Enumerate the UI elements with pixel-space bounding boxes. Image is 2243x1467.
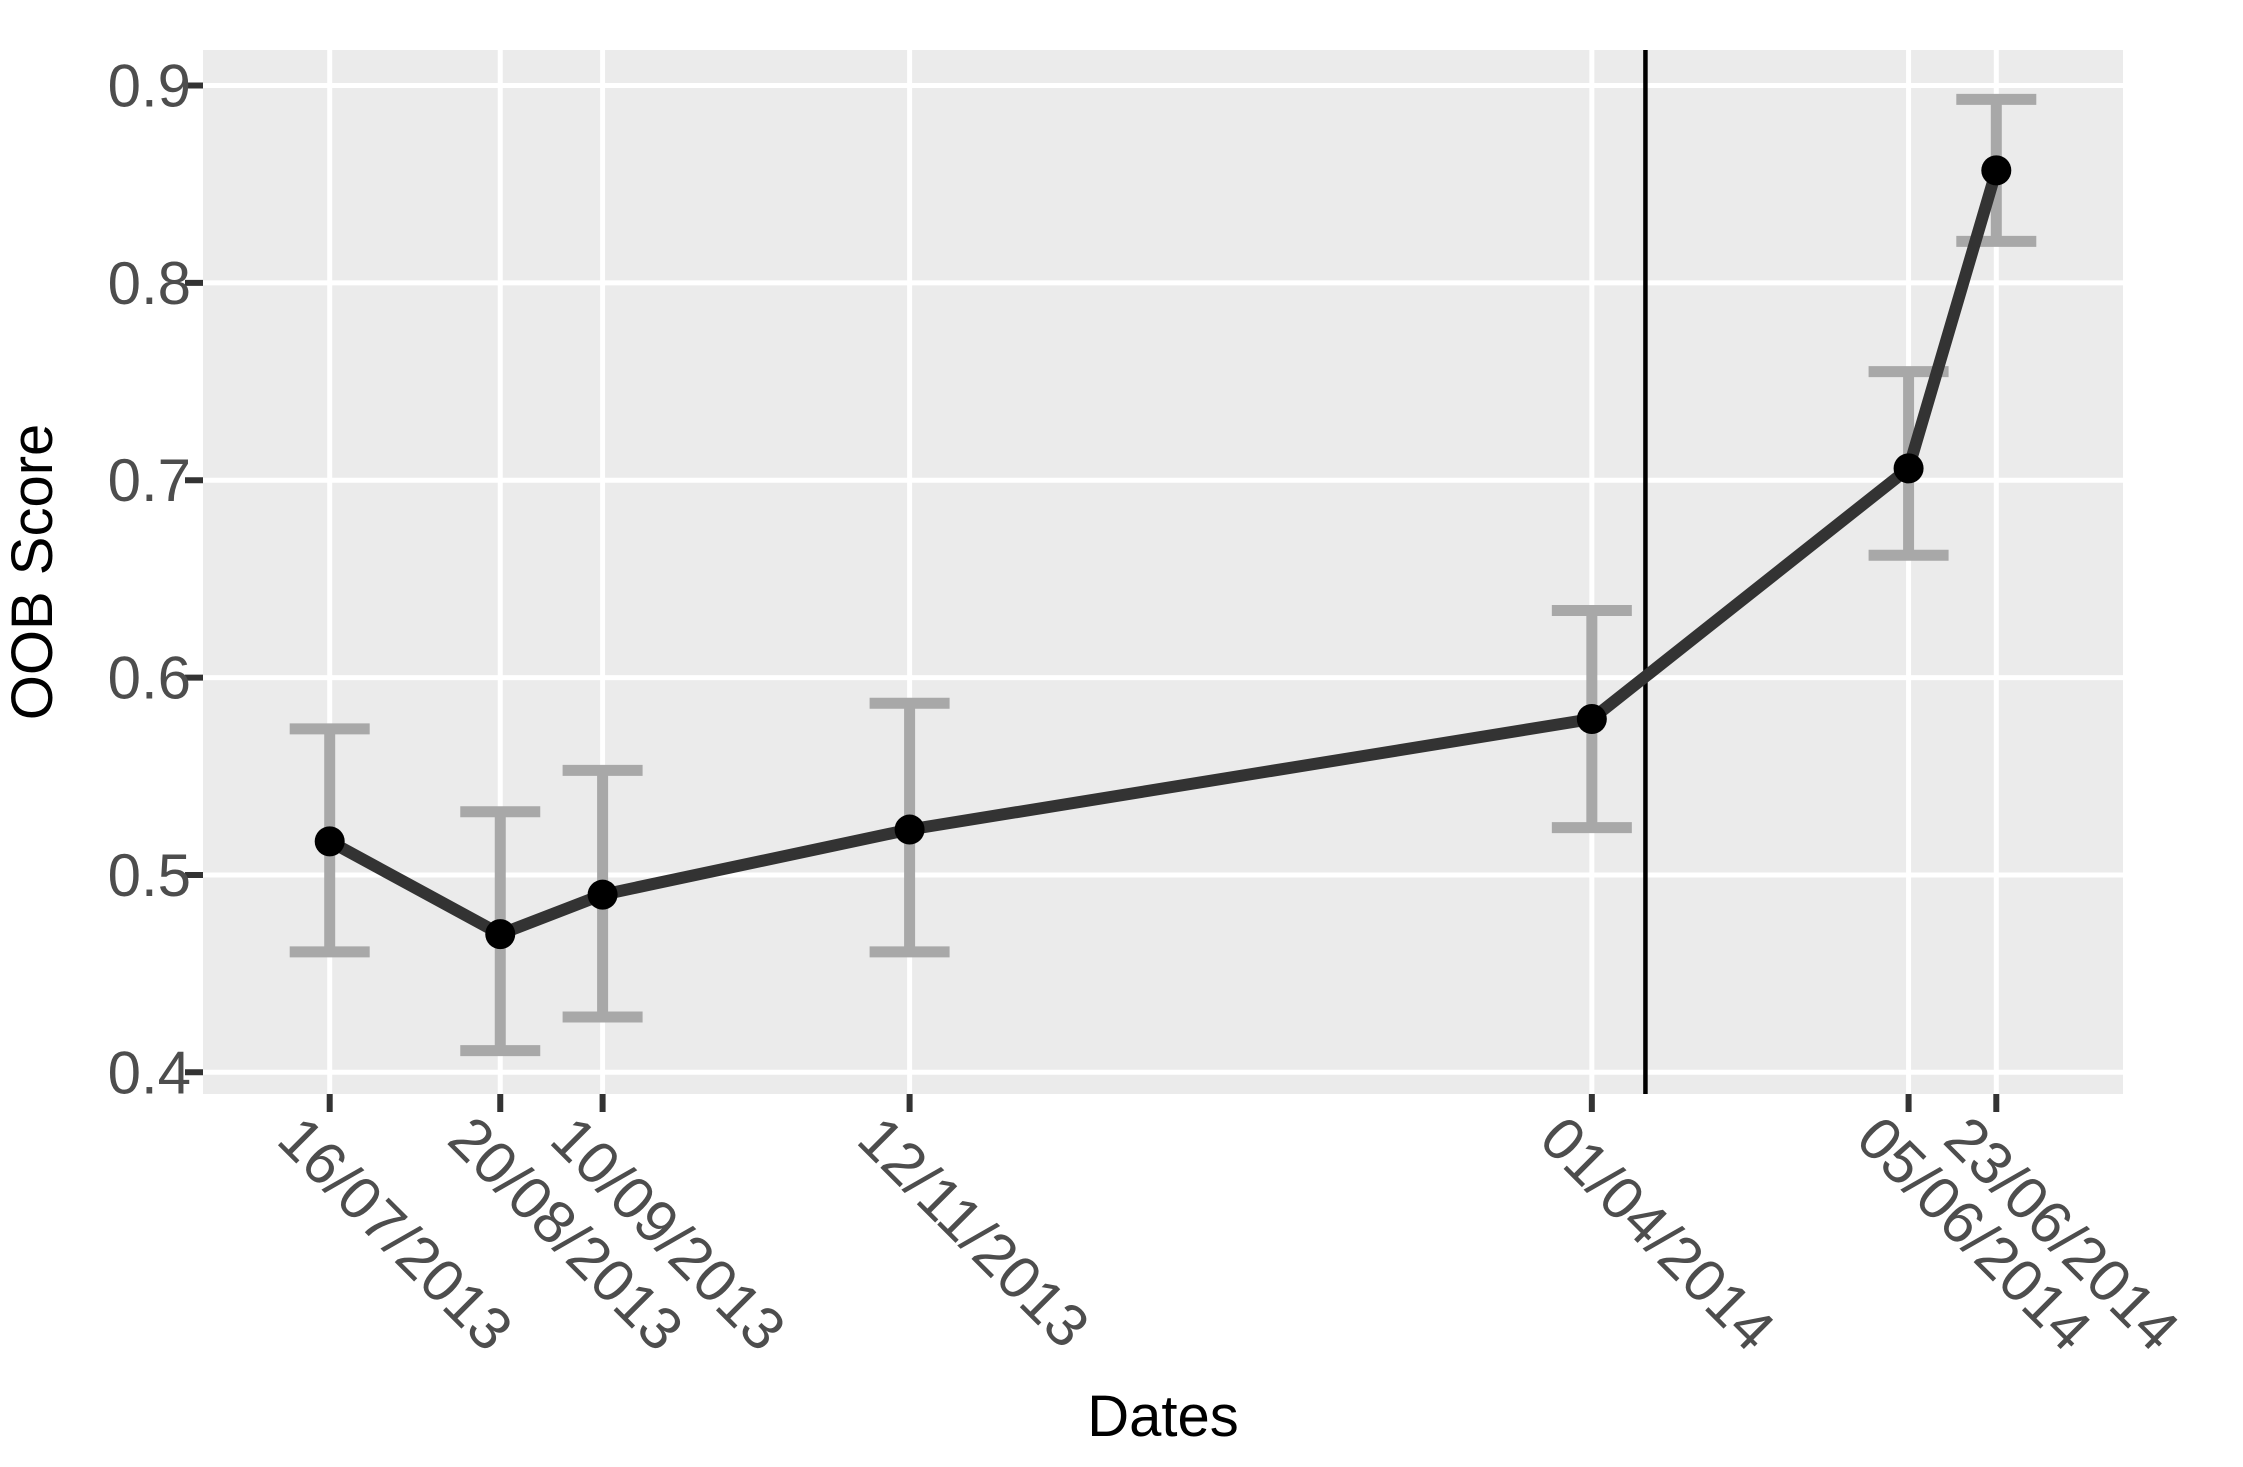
x-tick-label: 12/11/2013 (845, 1104, 1102, 1361)
data-point (1893, 453, 1924, 484)
data-point (314, 826, 345, 857)
data-point (894, 814, 925, 845)
y-tick-label: 0.7 (108, 447, 191, 514)
data-point (485, 919, 516, 950)
x-tick-label: 01/04/2014 (1528, 1104, 1788, 1364)
y-tick-label: 0.4 (108, 1039, 191, 1106)
data-point (587, 879, 618, 910)
y-tick-label: 0.9 (108, 53, 191, 120)
x-axis-title: Dates (1087, 1384, 1239, 1449)
data-point (1576, 704, 1607, 735)
y-tick-label: 0.5 (108, 842, 191, 909)
y-axis-title: OOB Score (0, 424, 65, 721)
chart-plot-area-layer: 0.90.80.70.60.50.416/07/201320/08/201310… (108, 50, 2192, 1364)
y-tick-label: 0.6 (108, 645, 191, 712)
data-point (1981, 155, 2012, 186)
y-tick-label: 0.8 (108, 250, 191, 317)
